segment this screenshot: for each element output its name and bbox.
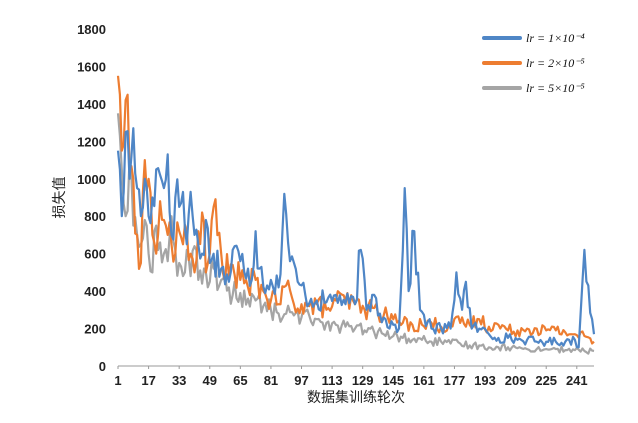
- x-axis-ticks: 1 17 33 49 65 81 97 113 129 145 161 177 193 209 225 241: [114, 366, 588, 388]
- y-axis-title: 损失值: [52, 177, 68, 219]
- y-tick-label: 400: [84, 284, 106, 299]
- legend-label-0: lr = 1×10⁻⁴: [526, 31, 585, 45]
- series-line-2: [116, 113, 595, 355]
- y-tick-label: 1600: [77, 59, 106, 74]
- x-tick-label: 33: [172, 373, 186, 388]
- x-tick-label: 65: [233, 373, 247, 388]
- x-tick-label: 49: [203, 373, 217, 388]
- legend-label-1: lr = 2×10⁻⁵: [526, 56, 585, 70]
- x-tick-label: 81: [264, 373, 278, 388]
- y-tick-label: 1400: [77, 97, 106, 112]
- x-tick-label: 145: [382, 373, 404, 388]
- y-axis-ticks: 0 200 400 600 800 1000 1200 1400 1600 1800: [77, 22, 106, 374]
- y-tick-label: 1800: [77, 22, 106, 37]
- x-tick-label: 113: [322, 373, 343, 388]
- x-tick-label: 177: [444, 373, 466, 388]
- x-tick-label: 225: [535, 373, 557, 388]
- x-tick-label: 209: [505, 373, 527, 388]
- series-line-0: [116, 127, 596, 349]
- x-tick-label: 97: [294, 373, 308, 388]
- y-tick-label: 0: [99, 359, 106, 374]
- x-tick-label: 193: [474, 373, 496, 388]
- y-tick-label: 1200: [77, 134, 106, 149]
- y-tick-label: 600: [84, 247, 106, 262]
- x-tick-label: 241: [566, 373, 588, 388]
- series-lines: [116, 75, 596, 355]
- x-tick-label: 17: [141, 373, 155, 388]
- y-tick-label: 1000: [77, 172, 106, 187]
- x-tick-label: 1: [114, 373, 121, 388]
- y-tick-label: 200: [84, 322, 106, 337]
- x-tick-label: 129: [352, 373, 374, 388]
- x-axis-title: 数据集训练轮次: [307, 389, 405, 406]
- x-tick-label: 161: [413, 373, 435, 388]
- legend: lr = 1×10⁻⁴ lr = 2×10⁻⁵ lr = 5×10⁻⁵: [482, 31, 585, 95]
- legend-label-2: lr = 5×10⁻⁵: [526, 81, 585, 95]
- y-tick-label: 800: [84, 209, 106, 224]
